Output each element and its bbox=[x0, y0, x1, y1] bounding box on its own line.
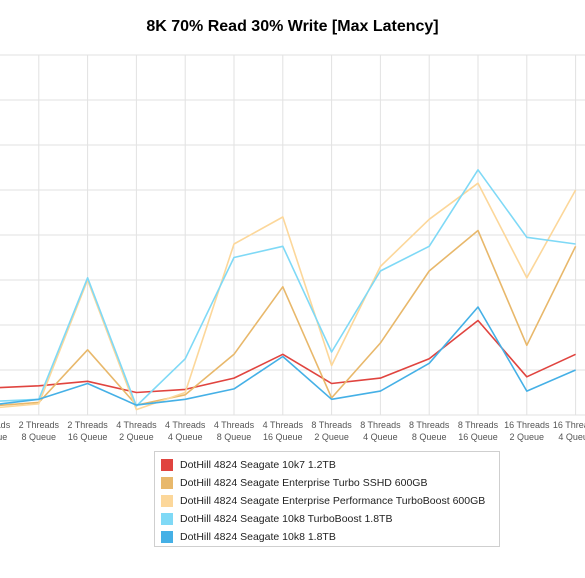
x-tick-label: 4 Threads bbox=[116, 420, 157, 430]
x-tick-label: 16 Threads bbox=[553, 420, 585, 430]
x-tick-label: 4 Threads bbox=[165, 420, 206, 430]
x-tick-label: 16 Threads bbox=[504, 420, 550, 430]
legend-item: DotHill 4824 Seagate 10k8 1.8TB bbox=[161, 528, 493, 546]
x-tick-label: 2 Queue bbox=[510, 432, 545, 442]
x-tick-label: 16 Queue bbox=[458, 432, 498, 442]
x-tick-label: 8 Queue bbox=[412, 432, 447, 442]
x-tick-label: 2 Queue bbox=[314, 432, 349, 442]
x-tick-label: 8 Threads bbox=[409, 420, 450, 430]
x-tick-label: 4 Threads bbox=[263, 420, 304, 430]
legend-label: DotHill 4824 Seagate Enterprise Performa… bbox=[180, 495, 486, 507]
x-tick-label: 16 Queue bbox=[263, 432, 303, 442]
legend-swatch bbox=[161, 531, 173, 543]
x-tick-label: 16 Queue bbox=[68, 432, 108, 442]
x-tick-label: 4 Queue bbox=[558, 432, 585, 442]
legend-label: DotHill 4824 Seagate 10k7 1.2TB bbox=[180, 459, 336, 471]
x-tick-label: 2 Threads bbox=[67, 420, 108, 430]
x-tick-label: 8 Queue bbox=[217, 432, 252, 442]
series-line-5 bbox=[0, 306, 576, 406]
x-tick-label: 8 Threads bbox=[360, 420, 401, 430]
x-tick-label: 2 Threads bbox=[19, 420, 60, 430]
x-tick-label: 8 Threads bbox=[311, 420, 352, 430]
x-tick-label: 4 Queue bbox=[168, 432, 203, 442]
x-tick-label: 2 Queue bbox=[119, 432, 154, 442]
series-line-4 bbox=[0, 169, 576, 407]
x-tick-label: 4 Queue bbox=[363, 432, 398, 442]
legend-swatch bbox=[161, 459, 173, 471]
legend-swatch bbox=[161, 477, 173, 489]
series-line-2 bbox=[0, 229, 577, 407]
chart-legend: DotHill 4824 Seagate 10k7 1.2TB DotHill 4… bbox=[154, 451, 500, 547]
series-line-1 bbox=[0, 319, 576, 394]
legend-swatch bbox=[161, 513, 173, 525]
x-tick-label: 1 Threads bbox=[0, 420, 11, 430]
legend-item: DotHill 4824 Seagate Enterprise Turbo SS… bbox=[161, 474, 493, 492]
legend-item: DotHill 4824 Seagate 10k7 1.2TB bbox=[161, 456, 493, 474]
x-tick-label: 2 Queue bbox=[0, 432, 7, 442]
legend-label: DotHill 4824 Seagate 10k8 1.8TB bbox=[180, 531, 336, 543]
chart-title: 8K 70% Read 30% Write [Max Latency] bbox=[146, 18, 439, 35]
x-tick-label: 8 Threads bbox=[458, 420, 499, 430]
legend-swatch bbox=[161, 495, 173, 507]
legend-label: DotHill 4824 Seagate Enterprise Turbo SS… bbox=[180, 477, 428, 489]
line-chart: 1 Threads 2 Queue 2 Threads 8 Queue 2 Thread… bbox=[0, 54, 585, 442]
legend-item: DotHill 4824 Seagate Enterprise Performa… bbox=[161, 492, 493, 510]
x-tick-label: 8 Queue bbox=[22, 432, 57, 442]
legend-label: DotHill 4824 Seagate 10k8 TurboBoost 1.8… bbox=[180, 513, 393, 525]
x-tick-label: 4 Threads bbox=[214, 420, 255, 430]
legend-item: DotHill 4824 Seagate 10k8 TurboBoost 1.8… bbox=[161, 510, 493, 528]
